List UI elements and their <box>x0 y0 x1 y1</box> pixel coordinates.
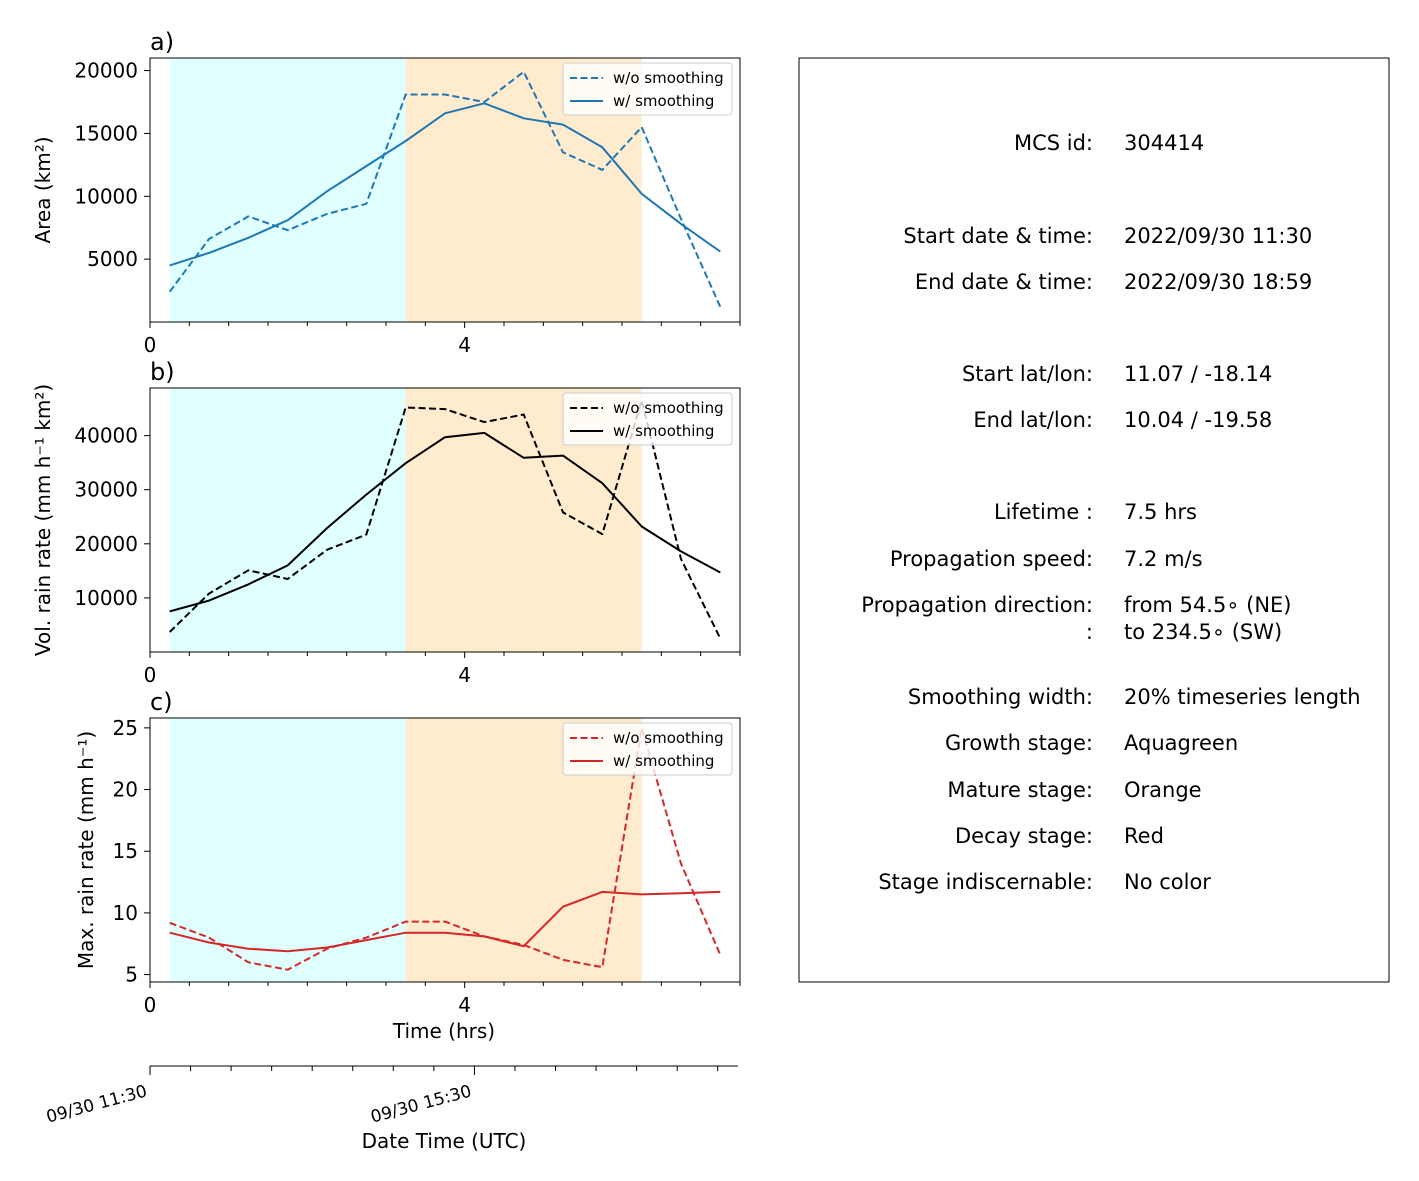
info-value: 11.07 / -18.14 <box>1124 362 1272 386</box>
info-label: End lat/lon: <box>973 408 1093 432</box>
y-axis-label: Max. rain rate (mm h⁻¹) <box>74 731 98 969</box>
panel-label: b) <box>150 358 175 386</box>
info-value: 7.2 m/s <box>1124 547 1203 571</box>
info-label: Start lat/lon: <box>962 362 1093 386</box>
y-axis-label: Vol. rain rate (mm h⁻¹ km²) <box>31 384 55 656</box>
y-tick-label: 20 <box>113 778 138 802</box>
y-tick-label: 10000 <box>74 184 138 208</box>
y-tick-label: 5 <box>125 963 138 987</box>
legend: w/o smoothing w/ smoothing <box>562 392 733 446</box>
y-tick-label: 20000 <box>74 59 138 83</box>
info-frame <box>798 57 1390 983</box>
growth-stage-band <box>169 388 406 652</box>
info-label: Decay stage: <box>955 824 1093 848</box>
info-label: End date & time: <box>915 270 1093 294</box>
axes-frame <box>149 717 741 983</box>
legend: w/o smoothing w/ smoothing <box>562 62 733 116</box>
info-label: MCS id: <box>1014 131 1093 155</box>
panel-a: 5000 10000 15000 20000 0 4 a) Area (km²) w/o smo… <box>31 28 741 357</box>
datetime-tick-label: 09/30 11:30 <box>44 1082 149 1128</box>
y-tick-label: 15 <box>113 839 138 863</box>
y-tick-label: 15000 <box>74 121 138 145</box>
info-label: Propagation direction: <box>861 593 1093 617</box>
datetime-tick-label: 09/30 15:30 <box>369 1082 474 1128</box>
x-tick-label: 0 <box>144 333 157 357</box>
info-value: Aquagreen <box>1124 731 1238 755</box>
panel-label: a) <box>150 28 174 56</box>
info-label: Growth stage: <box>945 731 1093 755</box>
legend-box <box>562 392 733 446</box>
x-tick-label: 0 <box>144 663 157 687</box>
panel-b: 10000 20000 30000 40000 0 4 b) Vol. rain rate (… <box>31 358 741 687</box>
info-value: 10.04 / -19.58 <box>1124 408 1272 432</box>
x-tick-label: 4 <box>458 993 471 1017</box>
info-value: to 234.5∘ (SW) <box>1124 620 1282 644</box>
info-label: Mature stage: <box>947 778 1093 802</box>
y-tick-label: 25 <box>113 716 138 740</box>
info-value: 7.5 hrs <box>1124 500 1197 524</box>
legend: w/o smoothing w/ smoothing <box>562 722 733 776</box>
x-axis-label: Time (hrs) <box>392 1019 495 1043</box>
info-value: 2022/09/30 11:30 <box>1124 224 1312 248</box>
x-tick-label: 0 <box>144 993 157 1017</box>
legend-entry: w/ smoothing <box>613 752 714 770</box>
y-tick-label: 10 <box>113 901 138 925</box>
smoothed-series-line <box>169 431 721 613</box>
legend-box <box>562 62 733 116</box>
y-axis-label: Area (km²) <box>31 136 55 243</box>
smoothed-series-line <box>169 890 721 953</box>
legend-entry: w/o smoothing <box>613 399 724 417</box>
x-tick-label: 4 <box>458 663 471 687</box>
panel-label: c) <box>150 688 173 716</box>
y-tick-label: 40000 <box>74 424 138 448</box>
info-value: from 54.5∘ (NE) <box>1124 593 1292 617</box>
info-panel: MCS id: 304414 Start date & time: 2022/09/3… <box>798 57 1390 983</box>
y-tick-label: 30000 <box>74 478 138 502</box>
unsmoothed-series-line <box>168 70 722 308</box>
info-label: Propagation speed: <box>890 547 1093 571</box>
axes-frame <box>149 387 741 653</box>
info-value: 20% timeseries length <box>1124 685 1361 709</box>
legend-entry: w/o smoothing <box>613 69 724 87</box>
info-label: Start date & time: <box>903 224 1093 248</box>
smoothed-series-line <box>169 102 721 267</box>
info-value: Orange <box>1124 778 1202 802</box>
info-label: Stage indiscernable: <box>878 870 1093 894</box>
info-value: Red <box>1124 824 1164 848</box>
info-value: 304414 <box>1124 131 1204 155</box>
x-tick-label: 4 <box>458 333 471 357</box>
info-label: Smoothing width: <box>908 685 1093 709</box>
datetime-axis-label: Date Time (UTC) <box>362 1129 527 1153</box>
info-value: 2022/09/30 18:59 <box>1124 270 1312 294</box>
info-label: Lifetime : <box>994 500 1093 524</box>
y-tick-label: 20000 <box>74 532 138 556</box>
axes-frame <box>149 57 741 323</box>
legend-entry: w/o smoothing <box>613 729 724 747</box>
info-value: No color <box>1124 870 1211 894</box>
unsmoothed-series-line <box>169 726 722 971</box>
growth-stage-band <box>169 58 406 322</box>
y-tick-label: 10000 <box>74 586 138 610</box>
legend-entry: w/ smoothing <box>613 422 714 440</box>
legend-entry: w/ smoothing <box>613 92 714 110</box>
legend-box <box>562 722 733 776</box>
panel-c: 5 10 15 20 25 0 4 c) Max. rain rate (mm h⁻¹) Time… <box>74 688 741 1043</box>
y-tick-label: 5000 <box>87 247 138 271</box>
info-label: : <box>1086 620 1093 644</box>
